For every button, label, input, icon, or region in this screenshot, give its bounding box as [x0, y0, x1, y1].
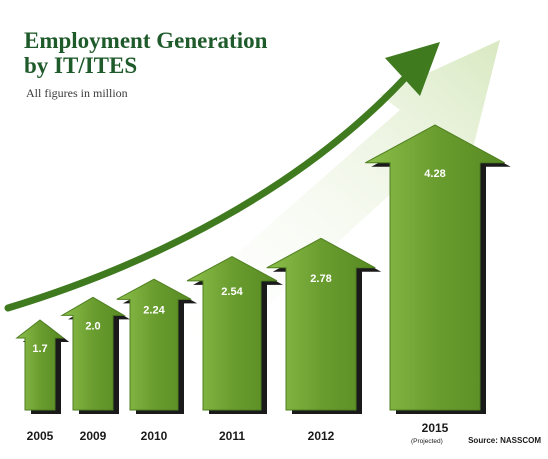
x-tick-label-2010: 2010	[141, 429, 168, 443]
bar-arrow-2005	[15, 319, 65, 411]
chart-title-line-2: by IT/ITES	[24, 53, 138, 78]
bar-arrow-2011	[186, 255, 278, 411]
source-label: Source: NASSCOM	[468, 436, 541, 445]
x-tick-label-2005: 2005	[27, 429, 54, 443]
projected-note: (Projected)	[411, 438, 443, 445]
x-tick-label-2015: 2015	[422, 421, 449, 435]
bar-value-label-2009: 2.0	[85, 320, 100, 332]
bar-arrow-2010	[116, 278, 192, 411]
bar-value-label-2011: 2.54	[221, 286, 243, 298]
chart-title: Employment Generation by IT/ITES	[24, 28, 267, 78]
bar-value-label-2005: 1.7	[32, 343, 47, 355]
bar-value-label-2012: 2.78	[310, 273, 331, 285]
bar-arrow-2009	[60, 296, 126, 411]
chart-subtitle: All figures in million	[26, 86, 128, 100]
x-tick-label-2011: 2011	[219, 429, 245, 443]
chart-title-line-1: Employment Generation	[24, 28, 268, 53]
trend-arrow	[4, 74, 409, 312]
trend-arrow-head	[385, 42, 440, 96]
bar-arrow-2012	[266, 237, 376, 411]
bar-value-label-2015: 4.28	[424, 168, 445, 180]
x-tick-label-2012: 2012	[308, 429, 335, 443]
x-tick-label-2009: 2009	[80, 429, 107, 443]
bar-arrow-2015	[365, 124, 505, 411]
bar-value-label-2010: 2.24	[143, 304, 165, 316]
